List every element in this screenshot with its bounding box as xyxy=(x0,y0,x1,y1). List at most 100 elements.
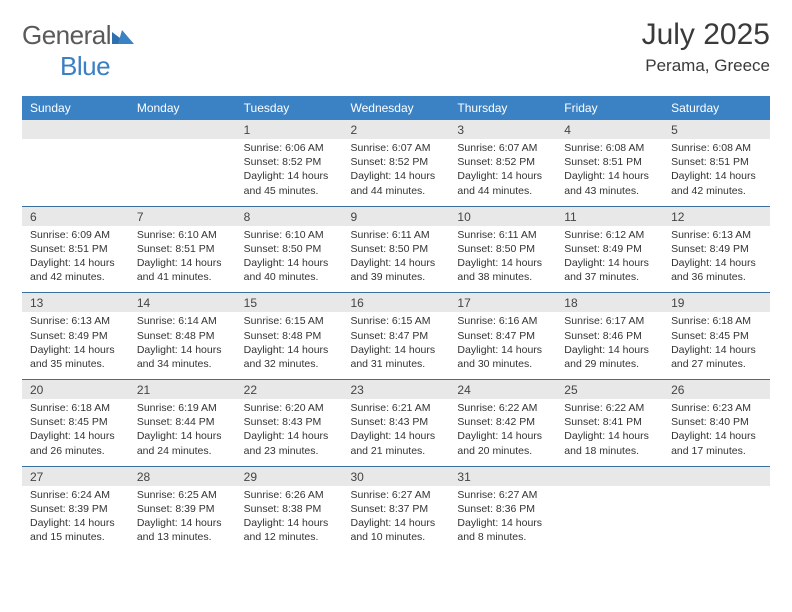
day-number: 24 xyxy=(449,379,556,399)
sunset-text: Sunset: 8:51 PM xyxy=(671,155,762,169)
day-header: Saturday xyxy=(663,96,770,120)
daylight-text: Daylight: 14 hours and 29 minutes. xyxy=(564,343,655,371)
daylight-text: Daylight: 14 hours and 17 minutes. xyxy=(671,429,762,457)
location: Perama, Greece xyxy=(642,56,770,76)
sunset-text: Sunset: 8:37 PM xyxy=(351,502,442,516)
day-cell: 16Sunrise: 6:15 AMSunset: 8:47 PMDayligh… xyxy=(343,292,450,379)
daylight-text: Daylight: 14 hours and 24 minutes. xyxy=(137,429,228,457)
day-cell: 24Sunrise: 6:22 AMSunset: 8:42 PMDayligh… xyxy=(449,379,556,466)
empty-cell xyxy=(663,466,770,553)
day-number: 26 xyxy=(663,379,770,399)
sunrise-text: Sunrise: 6:10 AM xyxy=(137,228,228,242)
empty-cell xyxy=(22,120,129,206)
sunrise-text: Sunrise: 6:24 AM xyxy=(30,488,121,502)
day-number: 6 xyxy=(22,206,129,226)
week-row: 6Sunrise: 6:09 AMSunset: 8:51 PMDaylight… xyxy=(22,206,770,293)
day-details: Sunrise: 6:06 AMSunset: 8:52 PMDaylight:… xyxy=(236,139,343,206)
day-details: Sunrise: 6:27 AMSunset: 8:36 PMDaylight:… xyxy=(449,486,556,553)
day-cell: 1Sunrise: 6:06 AMSunset: 8:52 PMDaylight… xyxy=(236,120,343,206)
sunrise-text: Sunrise: 6:07 AM xyxy=(457,141,548,155)
sunset-text: Sunset: 8:51 PM xyxy=(137,242,228,256)
week-row: 13Sunrise: 6:13 AMSunset: 8:49 PMDayligh… xyxy=(22,292,770,379)
day-header: Friday xyxy=(556,96,663,120)
daylight-text: Daylight: 14 hours and 44 minutes. xyxy=(457,169,548,197)
daylight-text: Daylight: 14 hours and 36 minutes. xyxy=(671,256,762,284)
day-cell: 25Sunrise: 6:22 AMSunset: 8:41 PMDayligh… xyxy=(556,379,663,466)
day-details: Sunrise: 6:18 AMSunset: 8:45 PMDaylight:… xyxy=(22,399,129,466)
sunset-text: Sunset: 8:49 PM xyxy=(671,242,762,256)
day-details: Sunrise: 6:21 AMSunset: 8:43 PMDaylight:… xyxy=(343,399,450,466)
day-number: 15 xyxy=(236,292,343,312)
day-details: Sunrise: 6:09 AMSunset: 8:51 PMDaylight:… xyxy=(22,226,129,293)
day-details: Sunrise: 6:14 AMSunset: 8:48 PMDaylight:… xyxy=(129,312,236,379)
day-details: Sunrise: 6:24 AMSunset: 8:39 PMDaylight:… xyxy=(22,486,129,553)
day-details: Sunrise: 6:08 AMSunset: 8:51 PMDaylight:… xyxy=(556,139,663,206)
sunrise-text: Sunrise: 6:10 AM xyxy=(244,228,335,242)
sunset-text: Sunset: 8:50 PM xyxy=(244,242,335,256)
day-number: 12 xyxy=(663,206,770,226)
day-number: 19 xyxy=(663,292,770,312)
calendar-table: SundayMondayTuesdayWednesdayThursdayFrid… xyxy=(22,96,770,552)
sunrise-text: Sunrise: 6:09 AM xyxy=(30,228,121,242)
day-number: 25 xyxy=(556,379,663,399)
day-number xyxy=(663,466,770,486)
day-header: Monday xyxy=(129,96,236,120)
sunset-text: Sunset: 8:46 PM xyxy=(564,329,655,343)
day-header-row: SundayMondayTuesdayWednesdayThursdayFrid… xyxy=(22,96,770,120)
week-row: 1Sunrise: 6:06 AMSunset: 8:52 PMDaylight… xyxy=(22,120,770,206)
sunrise-text: Sunrise: 6:26 AM xyxy=(244,488,335,502)
sunset-text: Sunset: 8:50 PM xyxy=(351,242,442,256)
day-cell: 30Sunrise: 6:27 AMSunset: 8:37 PMDayligh… xyxy=(343,466,450,553)
sunrise-text: Sunrise: 6:17 AM xyxy=(564,314,655,328)
day-details: Sunrise: 6:10 AMSunset: 8:51 PMDaylight:… xyxy=(129,226,236,293)
daylight-text: Daylight: 14 hours and 35 minutes. xyxy=(30,343,121,371)
header: General Blue July 2025 Perama, Greece xyxy=(22,20,770,82)
day-number: 13 xyxy=(22,292,129,312)
day-cell: 31Sunrise: 6:27 AMSunset: 8:36 PMDayligh… xyxy=(449,466,556,553)
day-cell: 17Sunrise: 6:16 AMSunset: 8:47 PMDayligh… xyxy=(449,292,556,379)
calendar-body: 1Sunrise: 6:06 AMSunset: 8:52 PMDaylight… xyxy=(22,120,770,552)
sunrise-text: Sunrise: 6:12 AM xyxy=(564,228,655,242)
daylight-text: Daylight: 14 hours and 37 minutes. xyxy=(564,256,655,284)
sunrise-text: Sunrise: 6:19 AM xyxy=(137,401,228,415)
month-title: July 2025 xyxy=(642,20,770,50)
daylight-text: Daylight: 14 hours and 12 minutes. xyxy=(244,516,335,544)
daylight-text: Daylight: 14 hours and 13 minutes. xyxy=(137,516,228,544)
sunrise-text: Sunrise: 6:23 AM xyxy=(671,401,762,415)
day-header: Wednesday xyxy=(343,96,450,120)
sunset-text: Sunset: 8:39 PM xyxy=(137,502,228,516)
sunset-text: Sunset: 8:49 PM xyxy=(30,329,121,343)
sunset-text: Sunset: 8:52 PM xyxy=(244,155,335,169)
day-details: Sunrise: 6:15 AMSunset: 8:48 PMDaylight:… xyxy=(236,312,343,379)
sunrise-text: Sunrise: 6:21 AM xyxy=(351,401,442,415)
day-number: 4 xyxy=(556,120,663,139)
week-row: 27Sunrise: 6:24 AMSunset: 8:39 PMDayligh… xyxy=(22,466,770,553)
sunrise-text: Sunrise: 6:18 AM xyxy=(671,314,762,328)
daylight-text: Daylight: 14 hours and 43 minutes. xyxy=(564,169,655,197)
day-details: Sunrise: 6:13 AMSunset: 8:49 PMDaylight:… xyxy=(663,226,770,293)
day-cell: 3Sunrise: 6:07 AMSunset: 8:52 PMDaylight… xyxy=(449,120,556,206)
empty-cell xyxy=(556,466,663,553)
daylight-text: Daylight: 14 hours and 21 minutes. xyxy=(351,429,442,457)
day-number: 31 xyxy=(449,466,556,486)
day-cell: 8Sunrise: 6:10 AMSunset: 8:50 PMDaylight… xyxy=(236,206,343,293)
day-number: 7 xyxy=(129,206,236,226)
day-number: 8 xyxy=(236,206,343,226)
sunset-text: Sunset: 8:48 PM xyxy=(137,329,228,343)
sunrise-text: Sunrise: 6:08 AM xyxy=(671,141,762,155)
day-cell: 28Sunrise: 6:25 AMSunset: 8:39 PMDayligh… xyxy=(129,466,236,553)
day-number: 21 xyxy=(129,379,236,399)
day-cell: 6Sunrise: 6:09 AMSunset: 8:51 PMDaylight… xyxy=(22,206,129,293)
day-cell: 20Sunrise: 6:18 AMSunset: 8:45 PMDayligh… xyxy=(22,379,129,466)
empty-cell xyxy=(129,120,236,206)
brand-logo: General Blue xyxy=(22,20,134,82)
daylight-text: Daylight: 14 hours and 30 minutes. xyxy=(457,343,548,371)
day-cell: 7Sunrise: 6:10 AMSunset: 8:51 PMDaylight… xyxy=(129,206,236,293)
sunset-text: Sunset: 8:42 PM xyxy=(457,415,548,429)
sunrise-text: Sunrise: 6:14 AM xyxy=(137,314,228,328)
day-number: 22 xyxy=(236,379,343,399)
day-number: 10 xyxy=(449,206,556,226)
day-details: Sunrise: 6:16 AMSunset: 8:47 PMDaylight:… xyxy=(449,312,556,379)
sunrise-text: Sunrise: 6:11 AM xyxy=(457,228,548,242)
day-details: Sunrise: 6:20 AMSunset: 8:43 PMDaylight:… xyxy=(236,399,343,466)
